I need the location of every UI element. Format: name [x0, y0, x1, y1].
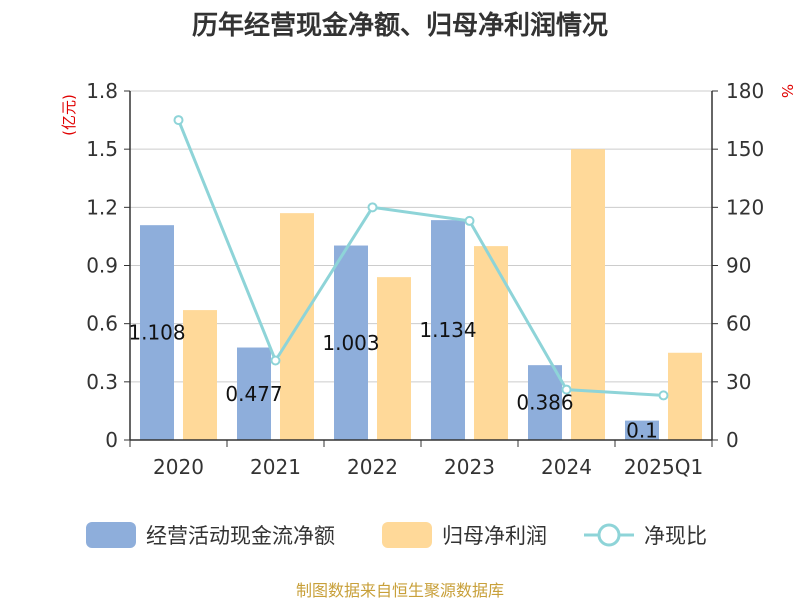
legend-label: 经营活动现金流净额	[146, 524, 335, 548]
data-label-cashflow: 0.477	[225, 382, 282, 406]
chart-title: 历年经营现金净额、归母净利润情况	[192, 10, 608, 41]
bar-cashflow	[334, 245, 368, 440]
ratio-line	[173, 115, 669, 401]
ratio-point	[367, 202, 378, 213]
y-left-tick-label: 1.5	[86, 137, 118, 161]
bar-cashflow	[625, 420, 659, 440]
x-tick-label: 2023	[444, 455, 495, 479]
data-labels: 1.108 0.477 1.003 1.134 0.386 0.1	[128, 318, 658, 442]
x-tick-label: 2021	[250, 455, 301, 479]
axes: 0 0.3 0.6 0.9 1.2 1.5 1.8 0 30 60 90 120 150 180 2020 2…	[86, 79, 764, 479]
y-right-unit: %	[778, 84, 796, 98]
data-label-cashflow: 1.108	[128, 321, 185, 345]
y-right-tick-label: 180	[726, 79, 764, 103]
legend-item-cashflow[interactable]: 经营活动现金流净额	[86, 522, 335, 548]
y-right-tick-label: 30	[726, 370, 751, 394]
y-right-tick-label: 150	[726, 137, 764, 161]
source-note: 制图数据来自恒生聚源数据库	[295, 581, 504, 600]
x-tick-label: 2024	[541, 455, 592, 479]
legend-item-ratio[interactable]: 净现比	[584, 523, 707, 548]
legend-marker	[597, 523, 621, 547]
bar-netprofit	[474, 246, 508, 440]
ratio-point	[658, 390, 669, 401]
data-label-cashflow: 1.003	[322, 331, 379, 355]
x-tick-label: 2022	[347, 455, 398, 479]
y-right-tick-label: 60	[726, 312, 751, 336]
y-right-tick-label: 0	[726, 428, 739, 452]
bars	[140, 149, 702, 440]
data-label-cashflow: 0.1	[626, 418, 658, 442]
y-left-tick-label: 0	[105, 428, 118, 452]
y-left-tick-label: 0.9	[86, 254, 118, 278]
ratio-point	[561, 384, 572, 395]
gridlines	[130, 90, 712, 441]
legend-swatch	[382, 522, 432, 548]
legend-swatch	[86, 522, 136, 548]
bar-netprofit	[668, 352, 702, 440]
y-right-tick-label: 90	[726, 254, 751, 278]
ratio-point	[464, 215, 475, 226]
bar-netprofit	[571, 149, 605, 440]
y-left-tick-label: 1.2	[86, 195, 118, 219]
bar-netprofit	[183, 310, 217, 440]
x-tick-label: 2020	[153, 455, 204, 479]
y-left-tick-label: 1.8	[86, 79, 118, 103]
x-tick-label: 2025Q1	[624, 455, 703, 479]
ratio-point	[173, 115, 184, 126]
data-label-cashflow: 0.386	[516, 391, 573, 415]
legend-label: 净现比	[644, 524, 707, 548]
legend-item-netprofit[interactable]: 归母净利润	[382, 522, 547, 548]
y-left-tick-label: 0.6	[86, 312, 118, 336]
bar-cashflow	[528, 365, 562, 440]
legend[interactable]: 经营活动现金流净额 归母净利润 净现比	[86, 522, 707, 548]
ratio-point	[270, 355, 281, 366]
data-label-cashflow: 1.134	[419, 318, 476, 342]
legend-label: 归母净利润	[442, 524, 547, 548]
y-left-tick-label: 0.3	[86, 370, 118, 394]
bar-cashflow	[140, 225, 174, 440]
ratio-line-path	[177, 119, 664, 397]
bar-cashflow	[431, 220, 465, 440]
y-left-unit: (亿元)	[60, 94, 78, 136]
bar-cashflow	[237, 347, 271, 440]
bar-netprofit	[377, 277, 411, 440]
y-right-tick-label: 120	[726, 195, 764, 219]
